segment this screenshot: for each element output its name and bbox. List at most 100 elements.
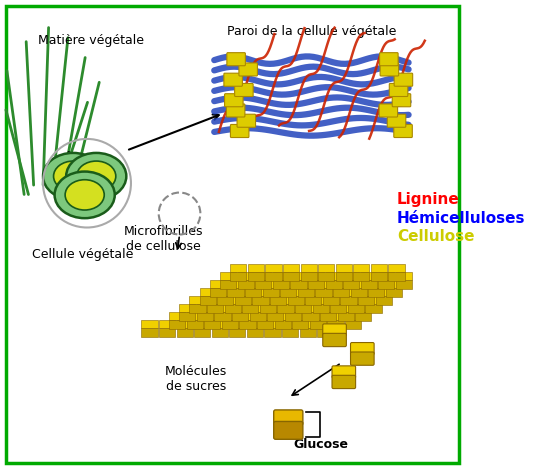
- FancyBboxPatch shape: [323, 287, 339, 296]
- FancyBboxPatch shape: [320, 312, 336, 321]
- FancyBboxPatch shape: [301, 272, 317, 281]
- FancyBboxPatch shape: [217, 287, 233, 296]
- FancyBboxPatch shape: [388, 264, 405, 272]
- Ellipse shape: [66, 153, 127, 199]
- FancyBboxPatch shape: [301, 264, 317, 272]
- FancyBboxPatch shape: [220, 272, 236, 280]
- FancyBboxPatch shape: [205, 311, 221, 320]
- FancyBboxPatch shape: [260, 304, 276, 313]
- FancyBboxPatch shape: [177, 328, 193, 337]
- FancyBboxPatch shape: [380, 53, 398, 66]
- FancyBboxPatch shape: [159, 328, 175, 337]
- FancyBboxPatch shape: [394, 124, 412, 137]
- FancyBboxPatch shape: [378, 272, 395, 280]
- FancyBboxPatch shape: [312, 304, 329, 313]
- FancyBboxPatch shape: [292, 311, 309, 320]
- FancyBboxPatch shape: [265, 264, 281, 272]
- FancyBboxPatch shape: [318, 264, 334, 272]
- FancyBboxPatch shape: [267, 303, 284, 312]
- FancyBboxPatch shape: [210, 288, 226, 297]
- FancyBboxPatch shape: [274, 311, 291, 320]
- FancyBboxPatch shape: [270, 296, 286, 305]
- FancyBboxPatch shape: [159, 319, 175, 328]
- FancyBboxPatch shape: [295, 295, 311, 304]
- FancyBboxPatch shape: [253, 296, 269, 305]
- FancyBboxPatch shape: [354, 264, 370, 272]
- Text: Hémicelluloses: Hémicelluloses: [397, 211, 525, 226]
- FancyBboxPatch shape: [200, 287, 216, 296]
- FancyBboxPatch shape: [280, 288, 296, 297]
- FancyBboxPatch shape: [250, 312, 266, 321]
- FancyBboxPatch shape: [323, 296, 339, 305]
- FancyBboxPatch shape: [345, 311, 361, 320]
- FancyBboxPatch shape: [6, 6, 459, 463]
- FancyBboxPatch shape: [298, 280, 314, 288]
- Ellipse shape: [43, 153, 103, 199]
- FancyBboxPatch shape: [179, 312, 195, 321]
- FancyBboxPatch shape: [318, 272, 334, 281]
- FancyBboxPatch shape: [387, 114, 406, 127]
- FancyBboxPatch shape: [295, 304, 311, 313]
- FancyBboxPatch shape: [230, 264, 246, 272]
- FancyBboxPatch shape: [337, 303, 354, 312]
- FancyBboxPatch shape: [396, 272, 412, 280]
- FancyBboxPatch shape: [330, 295, 347, 304]
- FancyBboxPatch shape: [234, 83, 253, 97]
- FancyBboxPatch shape: [375, 296, 392, 305]
- FancyBboxPatch shape: [283, 272, 299, 281]
- Text: Lignine: Lignine: [397, 192, 460, 207]
- Ellipse shape: [53, 161, 93, 191]
- FancyBboxPatch shape: [343, 272, 359, 280]
- FancyBboxPatch shape: [239, 311, 256, 320]
- FancyBboxPatch shape: [211, 319, 228, 328]
- FancyBboxPatch shape: [343, 280, 359, 289]
- FancyBboxPatch shape: [290, 272, 307, 280]
- Text: Molécules
de sucres: Molécules de sucres: [164, 365, 227, 393]
- FancyBboxPatch shape: [379, 104, 398, 117]
- FancyBboxPatch shape: [238, 272, 254, 280]
- Text: Matière végétale: Matière végétale: [38, 34, 144, 47]
- FancyBboxPatch shape: [215, 303, 231, 312]
- FancyBboxPatch shape: [285, 303, 301, 312]
- FancyBboxPatch shape: [323, 324, 347, 336]
- FancyBboxPatch shape: [239, 320, 256, 329]
- FancyBboxPatch shape: [187, 320, 203, 329]
- FancyBboxPatch shape: [350, 352, 374, 365]
- FancyBboxPatch shape: [207, 295, 223, 304]
- FancyBboxPatch shape: [332, 375, 356, 389]
- FancyBboxPatch shape: [371, 264, 387, 272]
- FancyBboxPatch shape: [250, 303, 266, 312]
- FancyBboxPatch shape: [242, 304, 258, 313]
- FancyBboxPatch shape: [365, 295, 381, 304]
- FancyBboxPatch shape: [317, 319, 333, 328]
- FancyBboxPatch shape: [360, 280, 377, 289]
- FancyBboxPatch shape: [230, 272, 246, 281]
- FancyBboxPatch shape: [190, 304, 206, 313]
- Text: Cellule végétale: Cellule végétale: [32, 249, 133, 262]
- FancyBboxPatch shape: [350, 342, 374, 355]
- FancyBboxPatch shape: [368, 288, 384, 297]
- FancyBboxPatch shape: [225, 295, 241, 304]
- FancyBboxPatch shape: [333, 280, 349, 288]
- FancyBboxPatch shape: [394, 73, 413, 86]
- FancyBboxPatch shape: [330, 304, 347, 313]
- FancyBboxPatch shape: [215, 312, 231, 321]
- FancyBboxPatch shape: [205, 320, 221, 329]
- FancyBboxPatch shape: [247, 319, 263, 328]
- FancyBboxPatch shape: [242, 295, 258, 304]
- FancyBboxPatch shape: [245, 280, 261, 288]
- FancyBboxPatch shape: [378, 280, 395, 289]
- FancyBboxPatch shape: [274, 320, 291, 329]
- FancyBboxPatch shape: [264, 328, 281, 337]
- FancyBboxPatch shape: [264, 319, 281, 328]
- FancyBboxPatch shape: [226, 104, 245, 117]
- FancyBboxPatch shape: [365, 304, 381, 313]
- FancyBboxPatch shape: [310, 311, 326, 320]
- FancyBboxPatch shape: [368, 280, 384, 288]
- FancyBboxPatch shape: [386, 288, 402, 297]
- FancyBboxPatch shape: [302, 303, 319, 312]
- FancyBboxPatch shape: [211, 328, 228, 337]
- Text: Glucose: Glucose: [293, 438, 348, 451]
- FancyBboxPatch shape: [263, 288, 279, 297]
- FancyBboxPatch shape: [222, 320, 238, 329]
